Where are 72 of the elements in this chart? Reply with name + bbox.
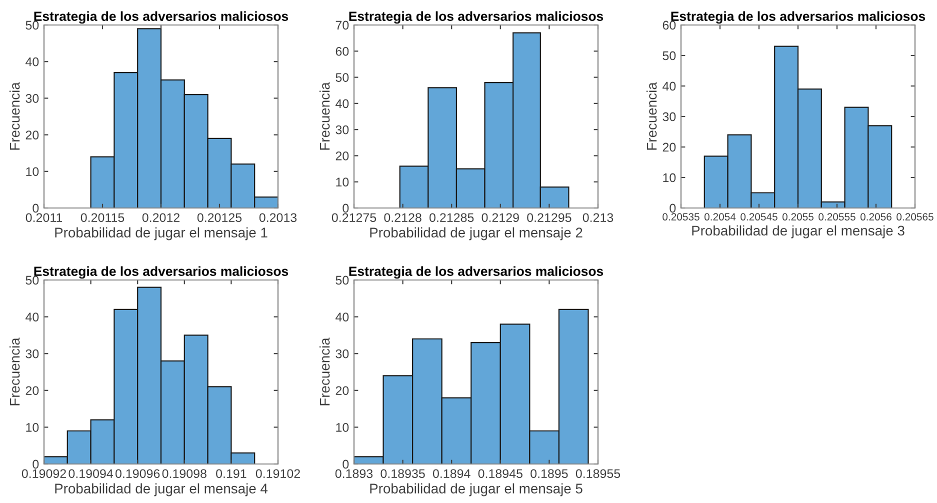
x-tick-label: 0.2056 [860,213,892,221]
x-tick-label: 0.18945 [478,469,522,478]
x-tick-label: 0.2128 [384,213,422,222]
y-tick-label: 0 [32,204,39,213]
y-tick-label: 20 [662,142,676,152]
x-axis-title: Probabilidad de jugar el mensaje 4 [55,483,268,496]
x-axis-title: Probabilidad de jugar el mensaje 3 [692,225,904,238]
x-tick-label: 0.2129 [482,213,519,222]
y-tick-label: 0 [32,460,39,469]
x-tick-label: 0.20125 [197,213,242,222]
y-tick-label: 30 [26,94,39,103]
x-tick-label: 0.2012 [142,213,180,222]
y-tick-label: 40 [26,312,39,322]
y-axis-title: Frecuencia [10,82,20,150]
x-tick-label: 0.191 [216,469,246,478]
x-tick-label: 0.20535 [662,213,700,221]
x-tick-label: 0.2055 [782,213,814,221]
y-tick-label: 10 [26,423,39,432]
x-tick-label: 0.213 [582,213,614,222]
x-tick-label: 0.2054 [704,213,736,221]
x-tick-label: 0.20555 [818,213,856,221]
x-axis-title: Probabilidad de jugar el mensaje 5 [370,483,582,496]
x-tick-label: 0.20545 [740,213,778,221]
x-tick-label: 0.1893 [335,469,373,478]
y-tick-label: 30 [662,112,676,122]
chart-title: Estrategia de los adversarios maliciosos [349,266,604,279]
x-tick-label: 0.18935 [380,469,425,478]
x-tick-label: 0.2011 [26,213,62,222]
y-tick-label: 50 [336,276,349,285]
y-axis-title: Frecuencia [10,338,20,406]
x-tick-label: 0.20565 [896,213,934,221]
y-axis-title: Frecuencia [646,82,657,150]
y-tick-label: 10 [26,167,39,176]
x-tick-label: 0.21285 [430,213,474,222]
y-tick-label: 10 [336,178,349,187]
x-tick-label: 0.1894 [432,469,470,478]
x-tick-label: 0.19096 [116,469,160,478]
x-axis-title: Probabilidad de jugar el mensaje 2 [370,227,582,240]
x-tick-label: 0.21275 [332,213,376,222]
y-tick-label: 30 [336,125,349,134]
y-tick-label: 50 [336,73,349,82]
y-tick-label: 30 [26,349,39,358]
x-tick-label: 0.21295 [527,213,572,222]
y-tick-label: 40 [26,57,39,66]
x-tick-label: 0.2013 [259,213,297,222]
y-tick-label: 40 [336,312,349,322]
y-tick-label: 20 [336,152,349,160]
y-tick-label: 30 [336,349,349,358]
x-tick-label: 0.20115 [80,213,124,222]
y-tick-label: 60 [336,46,349,56]
y-tick-label: 10 [663,173,676,182]
x-tick-label: 0.18955 [576,469,620,478]
x-tick-label: 0.19092 [22,469,66,478]
y-tick-label: 40 [662,82,676,91]
x-tick-label: 0.19094 [68,469,114,478]
x-tick-label: 0.19098 [162,469,206,478]
y-tick-label: 40 [336,99,349,108]
y-axis-title: Frecuencia [320,82,330,150]
y-tick-label: 20 [26,386,39,396]
y-tick-label: 0 [342,204,349,213]
x-tick-label: 0.19102 [256,469,300,478]
y-tick-label: 10 [336,423,349,432]
y-tick-label: 20 [26,130,39,140]
y-tick-label: 50 [662,51,676,60]
y-tick-label: 0 [342,460,349,469]
y-tick-label: 70 [336,20,349,30]
y-tick-label: 0 [670,204,676,213]
chart-title: Estrategia de los adversarios maliciosos [349,11,604,24]
y-axis-title: Frecuencia [320,338,330,406]
y-tick-label: 20 [336,386,349,396]
x-tick-label: 0.1895 [530,469,568,478]
x-axis-title: Probabilidad de jugar el mensaje 1 [55,227,268,240]
